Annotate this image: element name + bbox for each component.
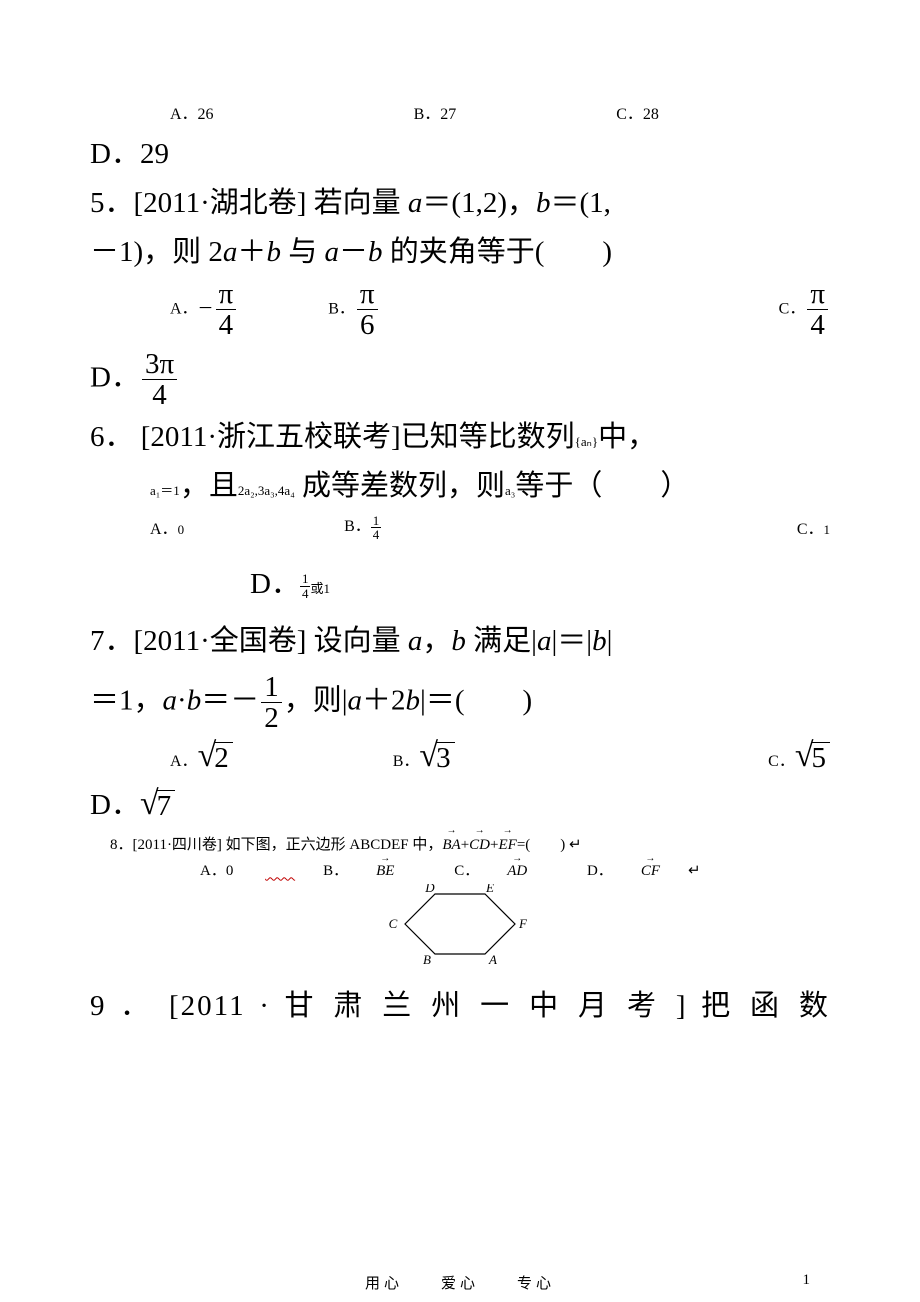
- q8-hexagon-figure: D E F A B C: [90, 884, 830, 974]
- q8-stem: 8．[2011·四川卷] 如下图，正六边形 ABCDEF 中，BA+CD+EF=…: [110, 833, 830, 857]
- q6-opt-b: B．14: [344, 512, 381, 541]
- q5-stem-line2: －1)，则 2a＋b 与 a－b 的夹角等于( ): [90, 230, 830, 275]
- hexagon-icon: D E F A B C: [335, 884, 585, 969]
- q5-opt-d: D．3π4: [90, 349, 830, 411]
- q6-options-row1: A．0 B．14 C．1: [90, 512, 830, 541]
- q4-opt-d: D．29: [90, 132, 830, 177]
- svg-text:C: C: [389, 916, 398, 931]
- q6-stem-line1: 6． [2011·浙江五校联考]已知等比数列{aₙ}中，: [90, 415, 830, 460]
- q8-opt-d: D．CF↵: [587, 863, 729, 879]
- footer-page-number: 1: [803, 1272, 811, 1289]
- q7-opt-b: B．√3: [393, 742, 455, 775]
- footer-motto: 用心 爱心 专心: [0, 1272, 920, 1293]
- q7-opt-c: C．√5: [768, 742, 830, 775]
- q6-opt-d: D．14或1: [90, 562, 830, 607]
- q8-opt-a: A．0: [200, 863, 233, 879]
- q8-options: A．0 B．BE C．AD D．CF↵: [200, 859, 830, 880]
- svg-text:B: B: [423, 952, 431, 967]
- q6-stem-line2: a₁＝1，且2a₂,3a₃,4a₄ 成等差数列，则a₃等于（ ）: [90, 464, 830, 509]
- q5-opt-b: B．π6: [328, 279, 379, 341]
- q8-opt-c: C．AD: [454, 863, 555, 879]
- q7-opt-a: A．√2: [170, 742, 233, 775]
- q5-stem-line1: 5．[2011·湖北卷] 若向量 a＝(1,2)，b＝(1,: [90, 181, 830, 226]
- q4-opt-a: A．26: [170, 100, 214, 124]
- svg-text:F: F: [518, 916, 528, 931]
- q7-stem-line1: 7．[2011·全国卷] 设向量 a，b 满足|a|＝|b|: [90, 619, 830, 664]
- q7-options-row1: A．√2 B．√3 C．√5: [90, 742, 830, 775]
- q4-options: A．26 B．27 C．28: [90, 100, 830, 124]
- q4-opt-b: B．27: [414, 100, 457, 124]
- svg-text:E: E: [485, 884, 494, 895]
- svg-text:A: A: [488, 952, 497, 967]
- q6-opt-a: A．0: [150, 515, 184, 539]
- q9-stem: 9 ． [2011 · 甘 肃 兰 州 一 中 月 考 ] 把 函 数: [90, 984, 830, 1029]
- q6-opt-c: C．1: [797, 515, 830, 539]
- q5-opt-a: A．－π4: [170, 279, 238, 341]
- q5-options-row1: A．－π4 B．π6 C．π4: [90, 279, 830, 341]
- q8-opt-b: B．BE: [265, 863, 422, 879]
- q7-opt-d: D．√7: [90, 783, 830, 828]
- svg-text:D: D: [424, 884, 435, 895]
- q4-opt-c: C．28: [616, 100, 659, 124]
- q5-opt-c: C．π4: [779, 279, 830, 341]
- q7-stem-line2: ＝1，a·b＝－12，则|a＋2b|＝( ): [90, 672, 830, 734]
